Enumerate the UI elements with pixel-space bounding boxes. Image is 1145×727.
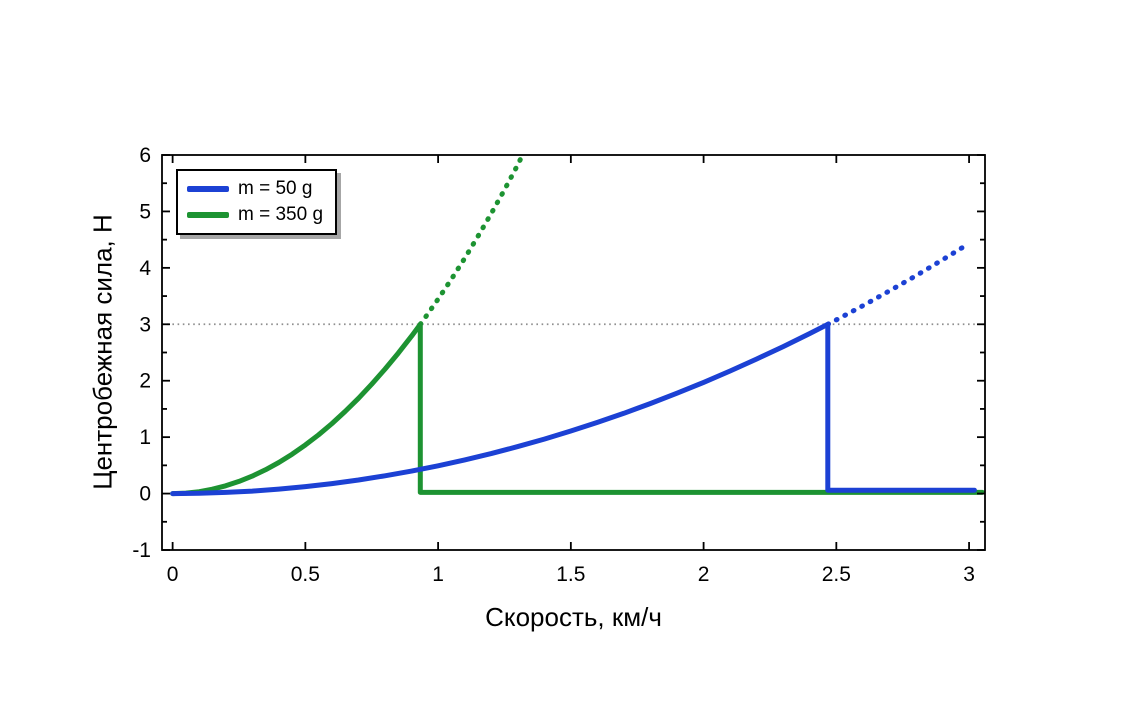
x-tick-label: 1.5 <box>556 563 585 586</box>
x-axis-label: Скорость, км/ч <box>485 602 662 632</box>
legend-swatch-1 <box>187 211 229 218</box>
y-axis-label: Центробежная сила, Н <box>87 214 118 490</box>
y-tick-label: 6 <box>139 144 151 167</box>
series-line-2 <box>170 321 977 497</box>
legend-item-0: m = 50 g <box>187 178 323 200</box>
x-tick-label: 2 <box>698 563 710 586</box>
x-tick-label: 2.5 <box>822 563 851 586</box>
legend-item-1: m = 350 g <box>187 204 323 226</box>
y-tick-label: 4 <box>139 257 151 280</box>
series-group <box>170 152 985 497</box>
x-tick-label: 3 <box>963 563 975 586</box>
y-tick-label: 1 <box>139 426 151 449</box>
y-tick-label: 0 <box>139 483 151 506</box>
x-tick-label: 0 <box>167 563 179 586</box>
y-tick-label: 3 <box>139 313 151 336</box>
legend-label-0: m = 50 g <box>238 178 313 199</box>
series-line-3 <box>825 242 969 327</box>
axes-group <box>161 154 986 551</box>
y-tick-label: -1 <box>132 539 151 562</box>
legend: m = 50 g m = 350 g <box>176 169 338 235</box>
x-tick-label: 0.5 <box>291 563 320 586</box>
series-line-1 <box>417 152 525 327</box>
x-tick-label: 1 <box>432 563 444 586</box>
legend-swatch-0 <box>187 185 229 192</box>
y-tick-label: 5 <box>139 200 151 223</box>
series-line-0 <box>170 321 985 497</box>
y-tick-label: 2 <box>139 370 151 393</box>
tick-labels-group: 0 0.5 1 1.5 2 2.5 3 -1 0 1 2 3 4 5 6 <box>132 144 975 586</box>
legend-label-1: m = 350 g <box>238 203 324 225</box>
